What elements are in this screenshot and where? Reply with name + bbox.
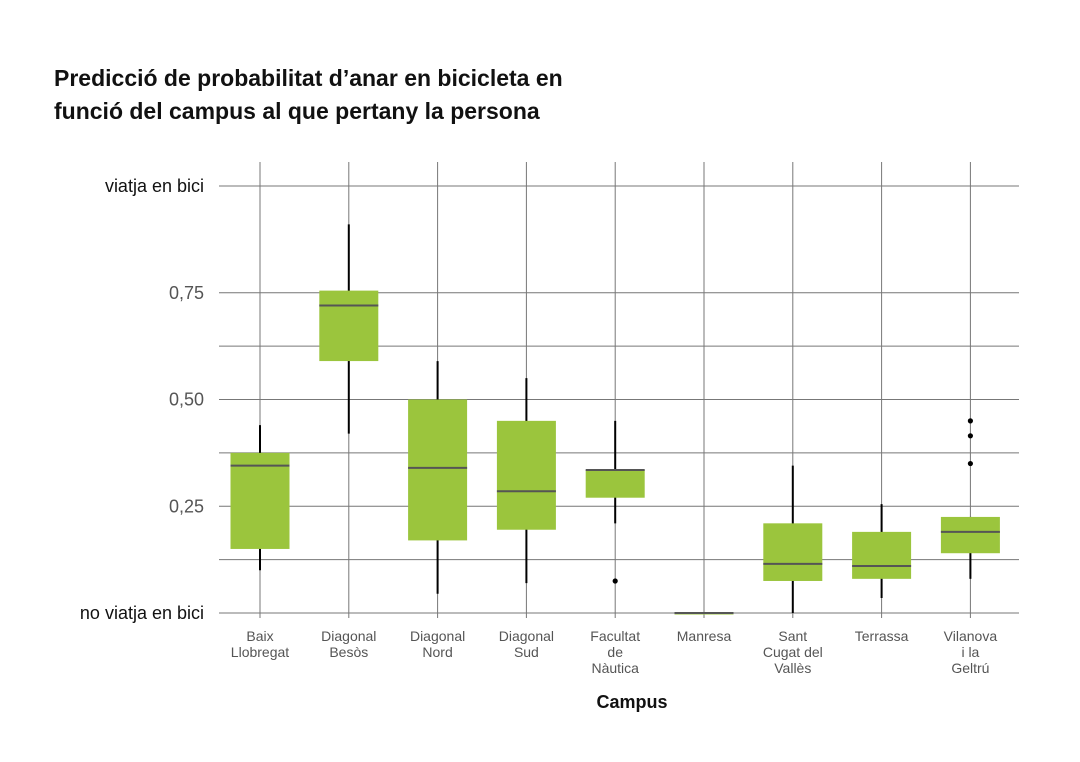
x-tick-label: Diagonal Sud: [499, 628, 554, 660]
x-tick-label: Facultat de Nàutica: [590, 628, 640, 676]
x-tick-labels: Baix Llobregat Diagonal Besòs Diagonal Nord Di…: [231, 628, 998, 676]
x-tick-label: Diagonal Nord: [410, 628, 465, 660]
x-tick-label: Manresa: [677, 628, 732, 644]
outlier-point: [967, 418, 974, 424]
box-group: [674, 612, 734, 615]
box-iqr: [408, 399, 468, 541]
y-tick-label: 0,75: [169, 283, 204, 303]
y-tick-label: 0,50: [169, 390, 204, 410]
box-group: [763, 465, 823, 613]
box-group: [585, 420, 645, 584]
box-iqr: [763, 523, 823, 581]
box-iqr: [230, 452, 290, 549]
x-tick-label: Sant Cugat del Vallès: [763, 628, 823, 676]
chart-title-line-1: Predicció de probabilitat d’anar en bici…: [54, 65, 563, 91]
box-group: [852, 504, 912, 599]
box-iqr: [496, 420, 556, 530]
box-group: [319, 224, 379, 434]
y-tick-label: 0,25: [169, 496, 204, 516]
outlier-point: [612, 578, 618, 584]
chart-title-line-2: funció del campus al que pertany la pers…: [54, 98, 540, 124]
box-iqr: [319, 290, 379, 362]
boxes-layer: [230, 224, 1000, 615]
outlier-point: [967, 460, 974, 467]
x-tick-label: Baix Llobregat: [231, 628, 289, 660]
box-group: [496, 378, 556, 584]
x-axis-title: Campus: [596, 692, 667, 712]
box-group: [230, 425, 290, 571]
y-tick-label: viatja en bici: [105, 176, 204, 196]
box-iqr: [585, 469, 645, 498]
y-tick-labels: no viatja en bici 0,25 0,50 0,75 viatja en b…: [80, 176, 204, 623]
x-tick-label: Vilanova i la Geltrú: [944, 628, 998, 676]
outlier-point: [967, 433, 974, 439]
y-tick-label: no viatja en bici: [80, 603, 204, 623]
x-tick-label: Diagonal Besòs: [321, 628, 376, 660]
box-group: [408, 361, 468, 594]
box-group: [940, 418, 1000, 579]
box-iqr: [852, 531, 912, 579]
x-tick-label: Terrassa: [855, 628, 909, 644]
box-iqr: [940, 516, 1000, 554]
chart-title: Predicció de probabilitat d’anar en bici…: [54, 62, 674, 128]
